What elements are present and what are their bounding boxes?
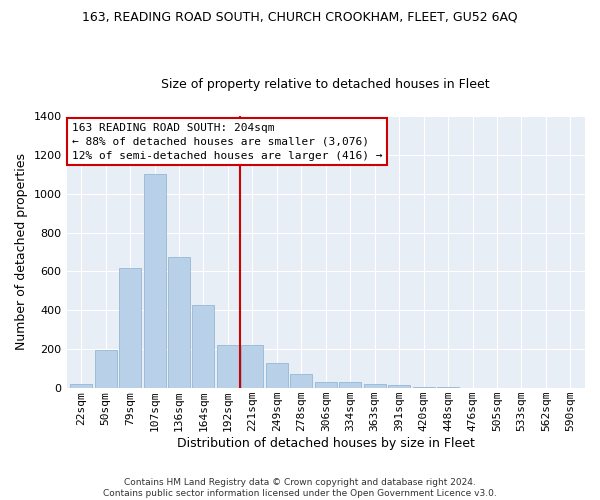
Bar	[168, 257, 190, 388]
Text: 163, READING ROAD SOUTH, CHURCH CROOKHAM, FLEET, GU52 6AQ: 163, READING ROAD SOUTH, CHURCH CROOKHAM…	[82, 10, 518, 23]
Text: 163 READING ROAD SOUTH: 204sqm
← 88% of detached houses are smaller (3,076)
12% : 163 READING ROAD SOUTH: 204sqm ← 88% of …	[72, 122, 382, 160]
Bar	[315, 382, 337, 388]
Bar	[413, 386, 434, 388]
Bar	[70, 384, 92, 388]
Bar	[437, 387, 459, 388]
Bar	[241, 346, 263, 388]
X-axis label: Distribution of detached houses by size in Fleet: Distribution of detached houses by size …	[177, 437, 475, 450]
Bar	[339, 382, 361, 388]
Bar	[290, 374, 313, 388]
Bar	[143, 174, 166, 388]
Bar	[95, 350, 116, 388]
Bar	[364, 384, 386, 388]
Bar	[119, 268, 141, 388]
Bar	[388, 386, 410, 388]
Bar	[193, 304, 214, 388]
Bar	[217, 346, 239, 388]
Text: Contains HM Land Registry data © Crown copyright and database right 2024.
Contai: Contains HM Land Registry data © Crown c…	[103, 478, 497, 498]
Title: Size of property relative to detached houses in Fleet: Size of property relative to detached ho…	[161, 78, 490, 91]
Bar	[266, 363, 288, 388]
Y-axis label: Number of detached properties: Number of detached properties	[15, 154, 28, 350]
